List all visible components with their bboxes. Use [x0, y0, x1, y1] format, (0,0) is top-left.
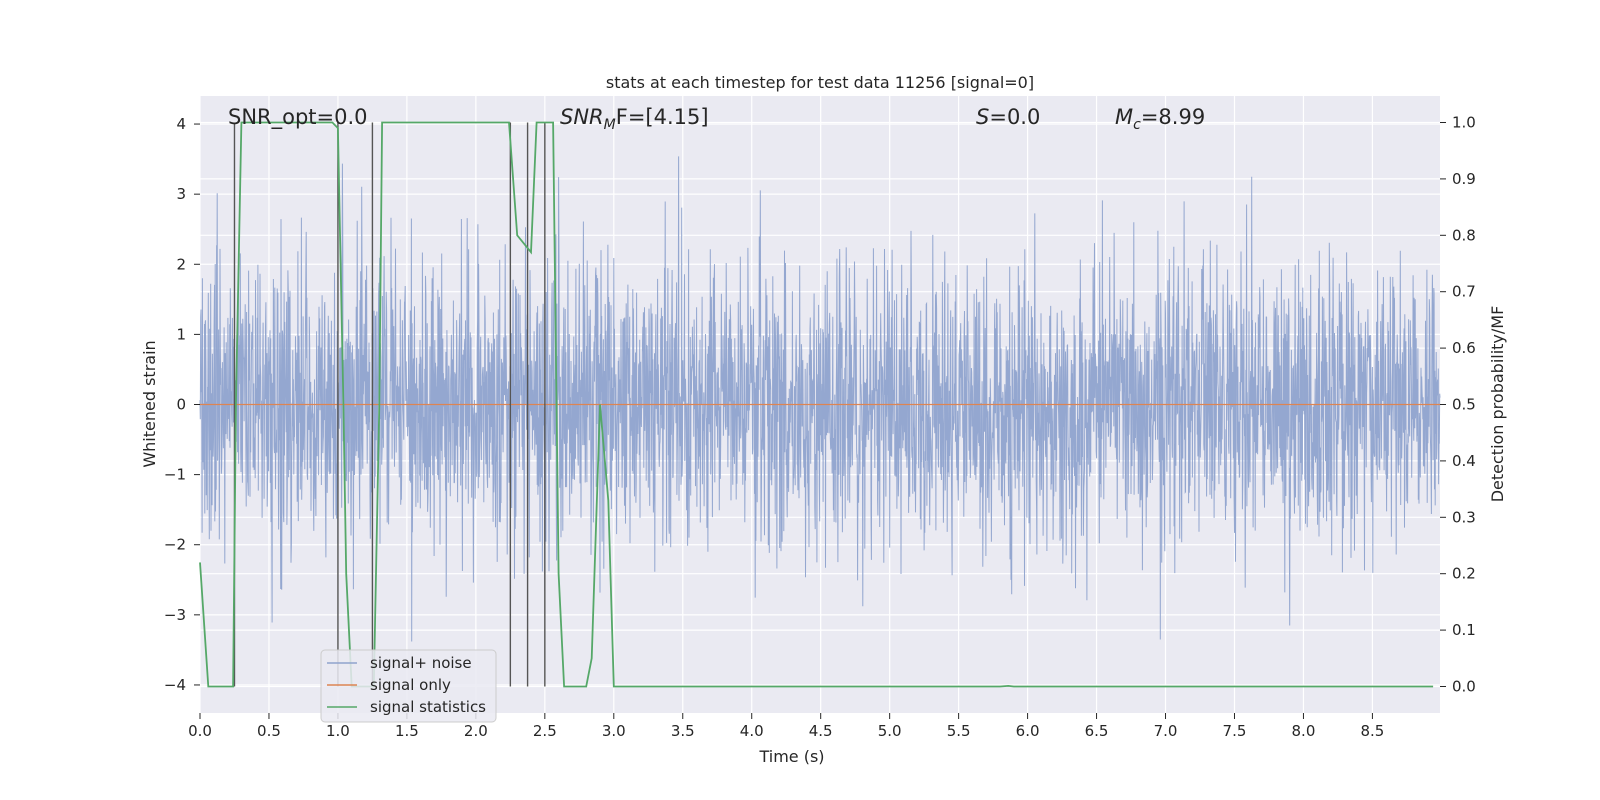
mc-annotation: Mc=8.99	[1115, 105, 1205, 133]
y2-tick-label: 0.8	[1452, 226, 1476, 244]
legend-label-noise: signal+ noise	[370, 654, 472, 672]
y2-tick-label: 1.0	[1452, 114, 1476, 132]
statistics-path	[199, 121, 1434, 688]
y-tick-label: 4	[176, 115, 186, 133]
legend-label-statistics: signal statistics	[370, 698, 486, 716]
legend-box	[320, 649, 497, 723]
s-annotation: S=0.0	[976, 105, 1040, 129]
x-tick-label: 3.5	[671, 722, 695, 740]
snr-opt-annotation: SNR_opt=0.0	[228, 105, 368, 130]
y-tick-label: 2	[176, 255, 186, 273]
y-tick-label: −1	[164, 466, 186, 484]
x-tick-label: 6.0	[1016, 722, 1040, 740]
y2-tick-label: 0.1	[1452, 621, 1476, 639]
legend: signal+ noise signal only signal statist…	[320, 649, 497, 723]
y2-tick-label: 0.2	[1452, 565, 1476, 583]
y-tick-label: 1	[176, 325, 186, 343]
x-tick-label: 0.0	[188, 722, 212, 740]
x-axis-label: Time (s)	[758, 747, 824, 766]
snr-mf-annotation: SNRMF=[4.15]	[560, 105, 709, 133]
x-tick-label: 1.5	[395, 722, 419, 740]
x-tick-label: 8.5	[1360, 722, 1384, 740]
signal-statistics-line	[199, 121, 1434, 688]
x-tick-label: 7.5	[1223, 722, 1247, 740]
x-tick-label: 2.0	[464, 722, 488, 740]
y2-tick-label: 0.3	[1452, 508, 1476, 526]
y2-tick-label: 0.0	[1452, 677, 1476, 695]
y-tick-label: −3	[164, 606, 186, 624]
y-tick-label: 3	[176, 185, 186, 203]
x-tick-label: 2.5	[533, 722, 557, 740]
x-tick-label: 5.5	[947, 722, 971, 740]
y-tick-label: −2	[164, 536, 186, 554]
x-tick-label: 4.0	[740, 722, 764, 740]
y-axis-label: Whitened strain	[140, 340, 159, 467]
y-tick-label: −4	[164, 676, 186, 694]
y2-tick-label: 0.6	[1452, 339, 1476, 357]
y2-tick-label: 0.9	[1452, 170, 1476, 188]
vertical-lines	[233, 122, 546, 687]
y2-tick-label: 0.4	[1452, 452, 1476, 470]
ticks: 0.0 0.5 1.0 1.5 2.0 2.5 3.0 3.5 4.0 4.5 5.0 5.5 6.0 6…	[164, 114, 1476, 740]
chart-title: stats at each timestep for test data 112…	[606, 73, 1034, 92]
x-tick-label: 8.0	[1292, 722, 1316, 740]
x-tick-label: 4.5	[809, 722, 833, 740]
x-tick-label: 1.0	[326, 722, 350, 740]
legend-label-signal-only: signal only	[370, 676, 451, 694]
x-tick-label: 0.5	[257, 722, 281, 740]
y2-tick-label: 0.7	[1452, 283, 1476, 301]
y2-tick-label: 0.5	[1452, 396, 1476, 414]
x-tick-label: 7.0	[1154, 722, 1178, 740]
x-tick-label: 3.0	[602, 722, 626, 740]
x-tick-label: 5.0	[878, 722, 902, 740]
y2-axis-label: Detection probability/MF	[1488, 306, 1507, 503]
x-tick-label: 6.5	[1085, 722, 1109, 740]
y-tick-label: 0	[176, 396, 186, 414]
